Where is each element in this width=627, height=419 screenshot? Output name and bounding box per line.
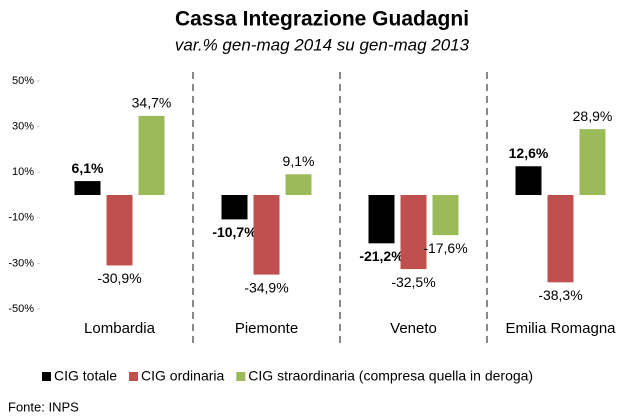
value-label: -30,9% [97,270,141,286]
y-tick-label: -50% [8,303,34,315]
value-label: -34,9% [244,279,288,295]
bar [432,195,459,236]
value-label: -21,2% [359,248,404,264]
chart-title: Cassa Integrazione Guadagni [175,8,469,31]
bar [253,195,280,275]
bar [74,181,101,195]
x-tick-label: Lombardia [84,320,156,337]
value-label: 34,7% [132,95,172,111]
bar [138,115,165,195]
legend-swatch [129,372,139,381]
value-label: 9,1% [283,153,315,169]
y-tick-label: -30% [8,257,34,269]
y-tick-label: 50% [12,75,34,87]
y-tick-label: -10% [8,212,34,224]
legend-label: CIG totale [54,368,117,384]
value-label: -17,6% [423,240,467,256]
bar [106,195,133,266]
legend-swatch [42,372,51,381]
bar [368,195,395,244]
source: Fonte: INPS [8,399,79,414]
value-label: -10,7% [212,224,257,240]
y-tick-label: 30% [12,121,34,133]
bar [515,166,542,195]
x-tick-label: Piemonte [235,320,298,337]
bar [547,195,574,283]
bar [579,129,606,195]
value-label: -38,3% [538,287,582,303]
value-label: -32,5% [391,274,435,290]
x-tick-label: Emilia Romagna [505,320,616,337]
y-tick-label: 10% [12,166,34,178]
x-tick-label: Veneto [390,320,437,337]
value-label: 6,1% [72,160,104,176]
bar [400,195,427,270]
chart-subtitle: var.% gen-mag 2014 su gen-mag 2013 [175,35,470,54]
bar [221,195,248,220]
legend-label: CIG ordinaria [141,368,224,384]
bar [285,174,312,195]
legend-swatch [236,372,246,381]
legend-label: CIG straordinaria (compresa quella in de… [248,368,533,384]
value-label: 12,6% [509,145,549,161]
value-label: 28,9% [573,108,613,124]
